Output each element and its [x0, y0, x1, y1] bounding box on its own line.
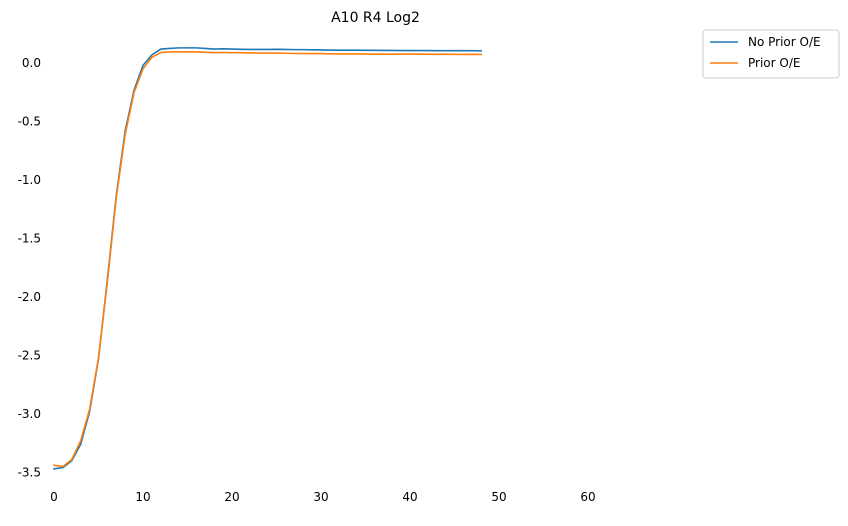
y-tick-label: -3.0	[18, 407, 41, 421]
x-tick-label: 60	[580, 490, 595, 504]
series-line-prior-oe	[53, 50, 483, 468]
y-axis: 0.0 -0.5 -1.0 -1.5 -2.0 -2.5 -3.0 -3.5	[18, 56, 41, 479]
series-line-no-prior-oe	[53, 47, 483, 470]
x-tick-label: 40	[402, 490, 417, 504]
y-tick-label: -1.5	[18, 231, 41, 245]
x-tick-label: 20	[224, 490, 239, 504]
y-tick-label: -2.0	[18, 290, 41, 304]
y-tick-label: -3.5	[18, 465, 41, 479]
x-tick-label: 50	[491, 490, 506, 504]
y-tick-label: -2.5	[18, 348, 41, 362]
chart-title: A10 R4 Log2	[331, 10, 420, 26]
y-tick-label: -1.0	[18, 173, 41, 187]
y-tick-label: -0.5	[18, 115, 41, 129]
plot-area	[53, 47, 483, 470]
legend-entry-label: No Prior O/E	[748, 35, 821, 49]
y-tick-label: 0.0	[22, 56, 41, 70]
legend: No Prior O/E Prior O/E	[702, 29, 840, 79]
x-axis: 0 10 20 30 40 50 60	[50, 490, 595, 504]
x-tick-label: 30	[313, 490, 328, 504]
x-tick-label: 0	[50, 490, 58, 504]
x-tick-label: 10	[135, 490, 150, 504]
legend-entry-label: Prior O/E	[748, 56, 800, 70]
